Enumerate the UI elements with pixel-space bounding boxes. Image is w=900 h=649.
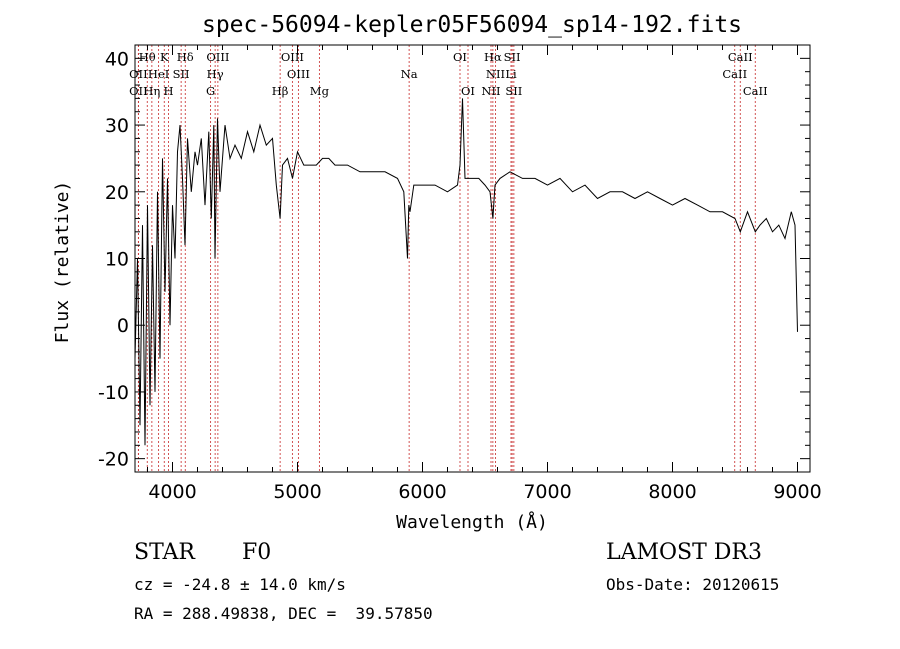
x-tick-label: 4000 — [148, 481, 196, 503]
emission-line-label: NII — [481, 84, 500, 98]
emission-line-label: OI — [453, 50, 467, 64]
obs-date: Obs-Date: 20120615 — [606, 575, 780, 594]
subclass: F0 — [242, 540, 272, 565]
emission-line-label: Hη — [143, 84, 160, 98]
emission-line-label: G — [206, 84, 215, 98]
x-tick-label: 5000 — [273, 481, 321, 503]
emission-line-label: OIII — [281, 50, 304, 64]
emission-line-label: CaII — [743, 84, 768, 98]
emission-line-label: NII — [486, 67, 505, 81]
emission-line-label: HeI — [148, 67, 169, 81]
y-tick-label: 40 — [105, 48, 129, 70]
y-tick-label: 0 — [117, 315, 129, 337]
y-tick-label: 10 — [105, 249, 129, 271]
survey-name: LAMOST DR3 — [606, 540, 762, 565]
object-class: STAR — [134, 540, 195, 565]
emission-line-label: Mg — [310, 84, 330, 98]
x-tick-label: 8000 — [648, 481, 696, 503]
y-tick-label: 20 — [105, 182, 129, 204]
x-axis-label: Wavelength (Å) — [396, 511, 548, 533]
emission-line-label: Hθ — [139, 50, 156, 64]
emission-line-label: Hα — [484, 50, 502, 64]
coordinates: RA = 288.49838, DEC = 39.57850 — [134, 604, 433, 623]
plot-frame — [134, 44, 811, 473]
emission-line-label: OIII — [206, 50, 229, 64]
emission-line-label: SII — [504, 50, 521, 64]
emission-line-label: CaII — [728, 50, 753, 64]
x-tick-label: 6000 — [398, 481, 446, 503]
emission-line-label: SII — [505, 84, 522, 98]
x-tick-label: 7000 — [523, 481, 571, 503]
chart-title: spec-56094-kepler05F56094_sp14-192.fits — [202, 12, 742, 38]
emission-line-label: CaII — [722, 67, 747, 81]
emission-line-label: OII — [129, 84, 148, 98]
y-tick-label: -20 — [98, 449, 129, 471]
emission-line-label: H — [163, 84, 173, 98]
y-tick-label: -10 — [98, 382, 129, 404]
emission-line-markers — [137, 45, 756, 472]
emission-line-label: OI — [461, 84, 475, 98]
y-axis-label: Flux (relative) — [52, 181, 73, 344]
emission-line-label: OII — [129, 67, 148, 81]
emission-line-label: Hγ — [207, 67, 224, 81]
emission-line-label: K — [160, 50, 169, 64]
emission-line-label: Li — [505, 67, 517, 81]
emission-line-label: Hβ — [272, 84, 289, 98]
emission-line-label: SII — [173, 67, 190, 81]
emission-line-label: Na — [401, 67, 418, 81]
axes: 4000 5000 6000 7000 8000 9000 -20 -10 0 10 20 30 40 — [98, 45, 822, 503]
spectrum-line — [134, 98, 798, 446]
emission-line-label: OIII — [287, 67, 310, 81]
x-tick-label: 9000 — [773, 481, 821, 503]
emission-line-label: Hδ — [177, 50, 194, 64]
redshift-info: cz = -24.8 ± 14.0 km/s — [134, 575, 346, 594]
y-tick-label: 30 — [105, 115, 129, 137]
